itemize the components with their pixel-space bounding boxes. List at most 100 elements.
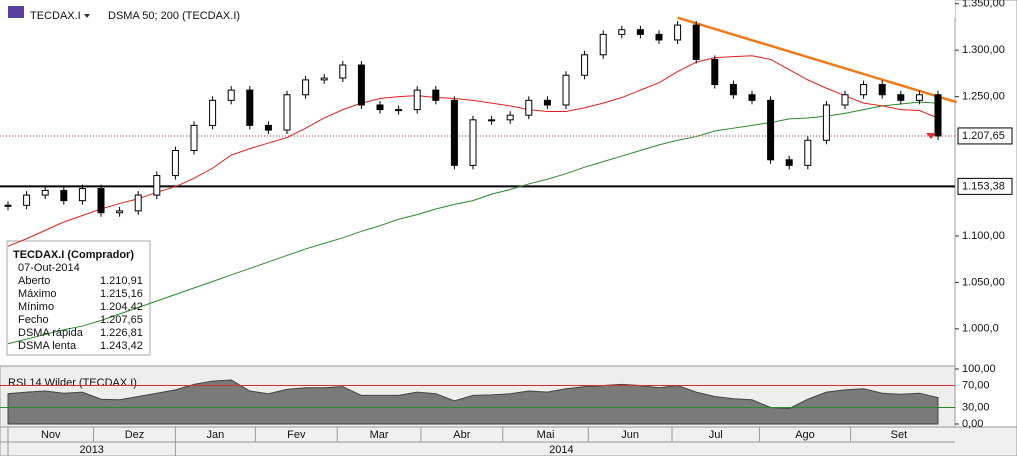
candle — [97, 188, 105, 214]
candle — [618, 29, 626, 35]
info-label: DSMA rápida — [18, 327, 84, 339]
rsi-tick-label: 100,00 — [962, 363, 996, 375]
candle — [264, 124, 272, 131]
y-tick-label: 1.000,0 — [962, 323, 999, 335]
candle — [785, 159, 793, 166]
candle — [395, 109, 403, 112]
info-value: 1.210,91 — [100, 275, 143, 287]
info-value: 1.226,81 — [100, 327, 143, 339]
month-label: Mar — [370, 429, 389, 441]
candle — [60, 189, 68, 202]
candle — [357, 64, 365, 106]
info-label: Máximo — [18, 288, 57, 300]
year-label: 2014 — [549, 444, 573, 456]
candle — [302, 79, 310, 96]
candle — [432, 89, 440, 101]
info-label: DSMA lenta — [18, 340, 77, 352]
info-label: Mínimo — [18, 301, 54, 313]
candle — [581, 54, 589, 76]
year-label: 2013 — [79, 444, 103, 456]
candle — [506, 114, 514, 121]
candle — [116, 210, 124, 214]
info-label: Fecho — [18, 314, 49, 326]
candle — [655, 33, 663, 41]
candle — [767, 99, 775, 161]
last-price-tag — [957, 127, 1013, 145]
month-label: Jan — [207, 429, 225, 441]
candle — [413, 89, 421, 111]
candle — [543, 99, 551, 106]
info-value: 1.207,65 — [100, 314, 143, 326]
candle — [209, 99, 217, 126]
y-tick-label: 1.250,00 — [962, 91, 1005, 103]
month-label: Dez — [125, 429, 145, 441]
rsi-area — [7, 379, 939, 425]
y-tick-label: 1.300,00 — [962, 44, 1005, 56]
candle — [41, 189, 49, 196]
info-value: 1.215,16 — [100, 288, 143, 300]
sma-fast — [7, 55, 939, 247]
rsi-tick-label: 30,00 — [962, 401, 990, 413]
rsi-tick-label: 0,00 — [962, 418, 983, 430]
month-label: Abr — [453, 429, 470, 441]
candle — [841, 94, 849, 106]
candle — [729, 84, 737, 96]
candle — [339, 64, 347, 79]
info-label: Aberto — [18, 275, 50, 287]
candle — [692, 24, 700, 60]
rsi-title: RSI 14 Wilder (TECDAX.I) — [8, 377, 137, 389]
candle — [636, 29, 644, 35]
support-label: 1.153,38 — [962, 180, 1005, 192]
candle — [599, 33, 607, 56]
sma-slow — [7, 101, 939, 345]
rsi-tick-label: 70,00 — [962, 379, 990, 391]
symbol[interactable]: TECDAX.I — [30, 10, 81, 22]
info-title: TECDAX.I (Comprador) — [13, 249, 134, 261]
month-label: Nov — [41, 429, 61, 441]
candle — [525, 99, 533, 116]
candle — [23, 194, 31, 206]
dropdown[interactable] — [84, 14, 90, 18]
candle — [450, 99, 458, 166]
candle — [488, 119, 496, 122]
candle — [134, 194, 142, 212]
y-tick-label: 1.350,00 — [962, 0, 1005, 10]
candle — [171, 149, 179, 177]
symbol-icon[interactable] — [8, 6, 24, 18]
candle — [227, 89, 235, 101]
info-box — [6, 240, 151, 356]
info-value: 1.204,42 — [100, 301, 143, 313]
info-value: 1.243,42 — [100, 340, 143, 352]
support-tag — [957, 177, 1013, 195]
candle — [934, 94, 942, 137]
candle — [246, 89, 254, 126]
price-axis — [954, 0, 1017, 456]
candle — [4, 204, 12, 207]
candle — [711, 58, 719, 86]
month-label: Ago — [795, 429, 815, 441]
month-label: Mai — [537, 429, 555, 441]
trendline — [677, 16, 957, 104]
y-tick-label: 1.050,00 — [962, 276, 1005, 288]
candle — [897, 94, 905, 101]
candle — [190, 124, 198, 151]
candle — [804, 139, 812, 166]
last-marker — [926, 132, 936, 139]
candle — [860, 84, 868, 96]
candle — [915, 94, 923, 101]
candle — [748, 94, 756, 101]
indicator[interactable]: DSMA 50; 200 (TECDAX.I) — [108, 10, 240, 22]
month-label: Jun — [621, 429, 639, 441]
info-date: 07-Out-2014 — [18, 262, 80, 274]
month-label: Jul — [709, 429, 723, 441]
candle — [562, 74, 570, 106]
candle — [320, 77, 328, 81]
month-label: Set — [891, 429, 908, 441]
candle — [283, 94, 291, 131]
candle — [674, 24, 682, 41]
toolbar — [0, 0, 955, 18]
candle — [376, 104, 384, 111]
candle — [153, 175, 161, 196]
candle — [878, 84, 886, 96]
